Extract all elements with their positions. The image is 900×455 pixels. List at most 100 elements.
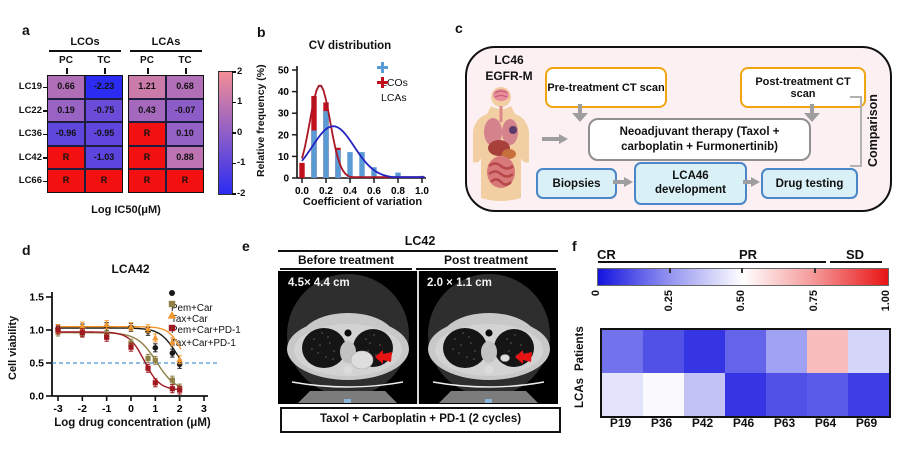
legend-label: Pem+Car — [171, 303, 213, 314]
heatmap-cell: -1.03 — [85, 145, 123, 169]
heatmap-cell: 0.19 — [47, 98, 85, 122]
pr-zone-line — [598, 261, 826, 263]
svg-text:50: 50 — [278, 66, 290, 77]
colorbar-tick-label: 1.00 — [880, 290, 892, 312]
data-point-Pem+Car+PD-1 — [144, 325, 152, 332]
tumor-arrow-icon — [515, 350, 532, 364]
biopsies-to-lca-arrow-icon — [613, 180, 625, 184]
response-cell — [684, 373, 725, 416]
panel-c-label: c — [455, 20, 463, 36]
dose-response-svg: 0.0 0.5 1.0 1.5 -3 -2 -1 0 1 2 3 — [30, 292, 220, 415]
data-point-Tax+Car+PD-1 — [169, 386, 175, 392]
fit-curve-Pem+Car — [58, 327, 182, 361]
fit-curve-LCOs — [301, 125, 425, 179]
panel-b-title: CV distribution — [308, 40, 392, 52]
column-tick — [147, 68, 149, 74]
heatmap-cell: 0.10 — [166, 122, 204, 146]
svg-text:2: 2 — [177, 403, 183, 415]
after-header: Post treatment — [443, 253, 529, 267]
svg-text:1.0: 1.0 — [415, 186, 429, 197]
post-ct-box: Post-treatment CT scan — [740, 67, 866, 108]
svg-text:10: 10 — [278, 152, 290, 163]
column-header: TC — [178, 55, 192, 66]
svg-text:30: 30 — [278, 109, 290, 120]
response-cell — [766, 373, 807, 416]
group-header-lcas: LCAs — [128, 36, 204, 48]
legend-item: Tax+Car — [167, 299, 262, 325]
data-point-Pem+Car+PD-1 — [176, 356, 183, 363]
colorbar-tick-label: 0.75 — [807, 290, 820, 312]
legend-item: LCOs — [377, 62, 437, 89]
colorbar-tick — [232, 193, 236, 195]
svg-text:0.0: 0.0 — [30, 391, 44, 403]
row-tick — [43, 110, 47, 112]
human-anatomy-illustration — [469, 86, 533, 202]
response-cell — [766, 330, 807, 373]
biopsies-label: Biopsies — [552, 177, 601, 190]
hist-bar-LCAs — [299, 162, 305, 178]
pre-ct-box: Pre-treatment CT scan — [545, 67, 667, 108]
panel-d-title: LCA42 — [111, 262, 150, 276]
heatmap-cell: R — [128, 145, 166, 169]
legend-label: Tax+Car+PD-1 — [171, 338, 236, 349]
svg-text:0.6: 0.6 — [367, 186, 381, 197]
comparison-bracket — [850, 96, 862, 167]
lca-to-testing-arrow-icon — [743, 180, 752, 184]
heatmap-cell: 0.66 — [47, 75, 85, 99]
body-to-therapy-arrow-icon — [542, 137, 560, 141]
hist-bar-LCOs — [311, 130, 317, 178]
response-cell — [643, 373, 684, 416]
group-header-lcos: LCOs — [47, 36, 123, 48]
row-tick — [43, 180, 47, 183]
svg-text:0.0: 0.0 — [295, 186, 309, 197]
cv-histogram-svg: 0 10 20 30 40 50 0.0 0.2 0.4 0.6 0.8 1.0 — [278, 66, 430, 198]
row-tick — [43, 157, 47, 159]
lca-development-box: LCA46 development — [634, 162, 747, 205]
zone-label-cr: CR — [597, 247, 616, 262]
pre-ct-down-arrow-icon — [572, 113, 588, 122]
pre-ct-down-arrow-icon — [578, 104, 582, 114]
heatmap-cell: -0.95 — [85, 122, 123, 146]
svg-text:0.8: 0.8 — [391, 186, 405, 197]
patient-column-label: P64 — [814, 416, 837, 430]
heatmap-cell: -0.96 — [47, 122, 85, 146]
svg-text:-2: -2 — [78, 403, 87, 415]
response-cell — [807, 330, 848, 373]
post-ct-label: Post-treatment CT scan — [755, 75, 851, 100]
lca-to-testing-arrow-icon — [751, 177, 760, 187]
hist-bar-LCOs — [395, 172, 401, 178]
legend-item: LCAs — [377, 77, 437, 104]
response-colorbar — [597, 268, 889, 286]
patient-column-label: P63 — [773, 416, 796, 430]
plus-marker-icon — [377, 62, 388, 73]
colorbar-tick-label: -1 — [237, 157, 246, 168]
drug-testing-box: Drug testing — [761, 168, 858, 199]
hist-bar-LCOs — [371, 167, 377, 178]
column-tick — [185, 68, 187, 74]
row-label-lcas: LCAs — [574, 377, 586, 409]
data-point-Tax+Car+PD-1 — [55, 327, 61, 333]
heatmap-cell: 0.43 — [128, 98, 166, 122]
tumor-size-after: 2.0 × 1.1 cm — [427, 277, 492, 289]
panel-b-xlabel: Coefficient of variation — [302, 196, 423, 208]
tumor-size-before: 4.5× 4.4 cm — [288, 277, 350, 289]
data-point-Pem+Car+PD-1 — [79, 322, 86, 329]
biopsies-box: Biopsies — [536, 168, 617, 199]
colorbar-tick-label: 0 — [590, 290, 602, 297]
after-underline — [416, 268, 556, 270]
colorbar-tick — [232, 132, 236, 134]
model-mutation: EGFR-M — [485, 69, 533, 83]
svg-text:1: 1 — [152, 403, 158, 415]
legend-label: Pem+Car+PD-1 — [171, 325, 241, 336]
colorbar-tick-label: 0 — [237, 126, 243, 138]
colorbar-tick — [232, 71, 236, 73]
svg-text:-3: -3 — [53, 403, 62, 415]
patient-column-label: P36 — [650, 416, 673, 430]
panel-b-plot: 0 10 20 30 40 50 0.0 0.2 0.4 0.6 0.8 1.0 — [240, 20, 450, 220]
row-label: LC66 — [18, 175, 42, 186]
column-header: PC — [59, 55, 73, 66]
lcas-underline — [130, 50, 202, 52]
heatmap-cell: R — [128, 169, 166, 193]
tumor-arrow-icon — [375, 350, 392, 364]
